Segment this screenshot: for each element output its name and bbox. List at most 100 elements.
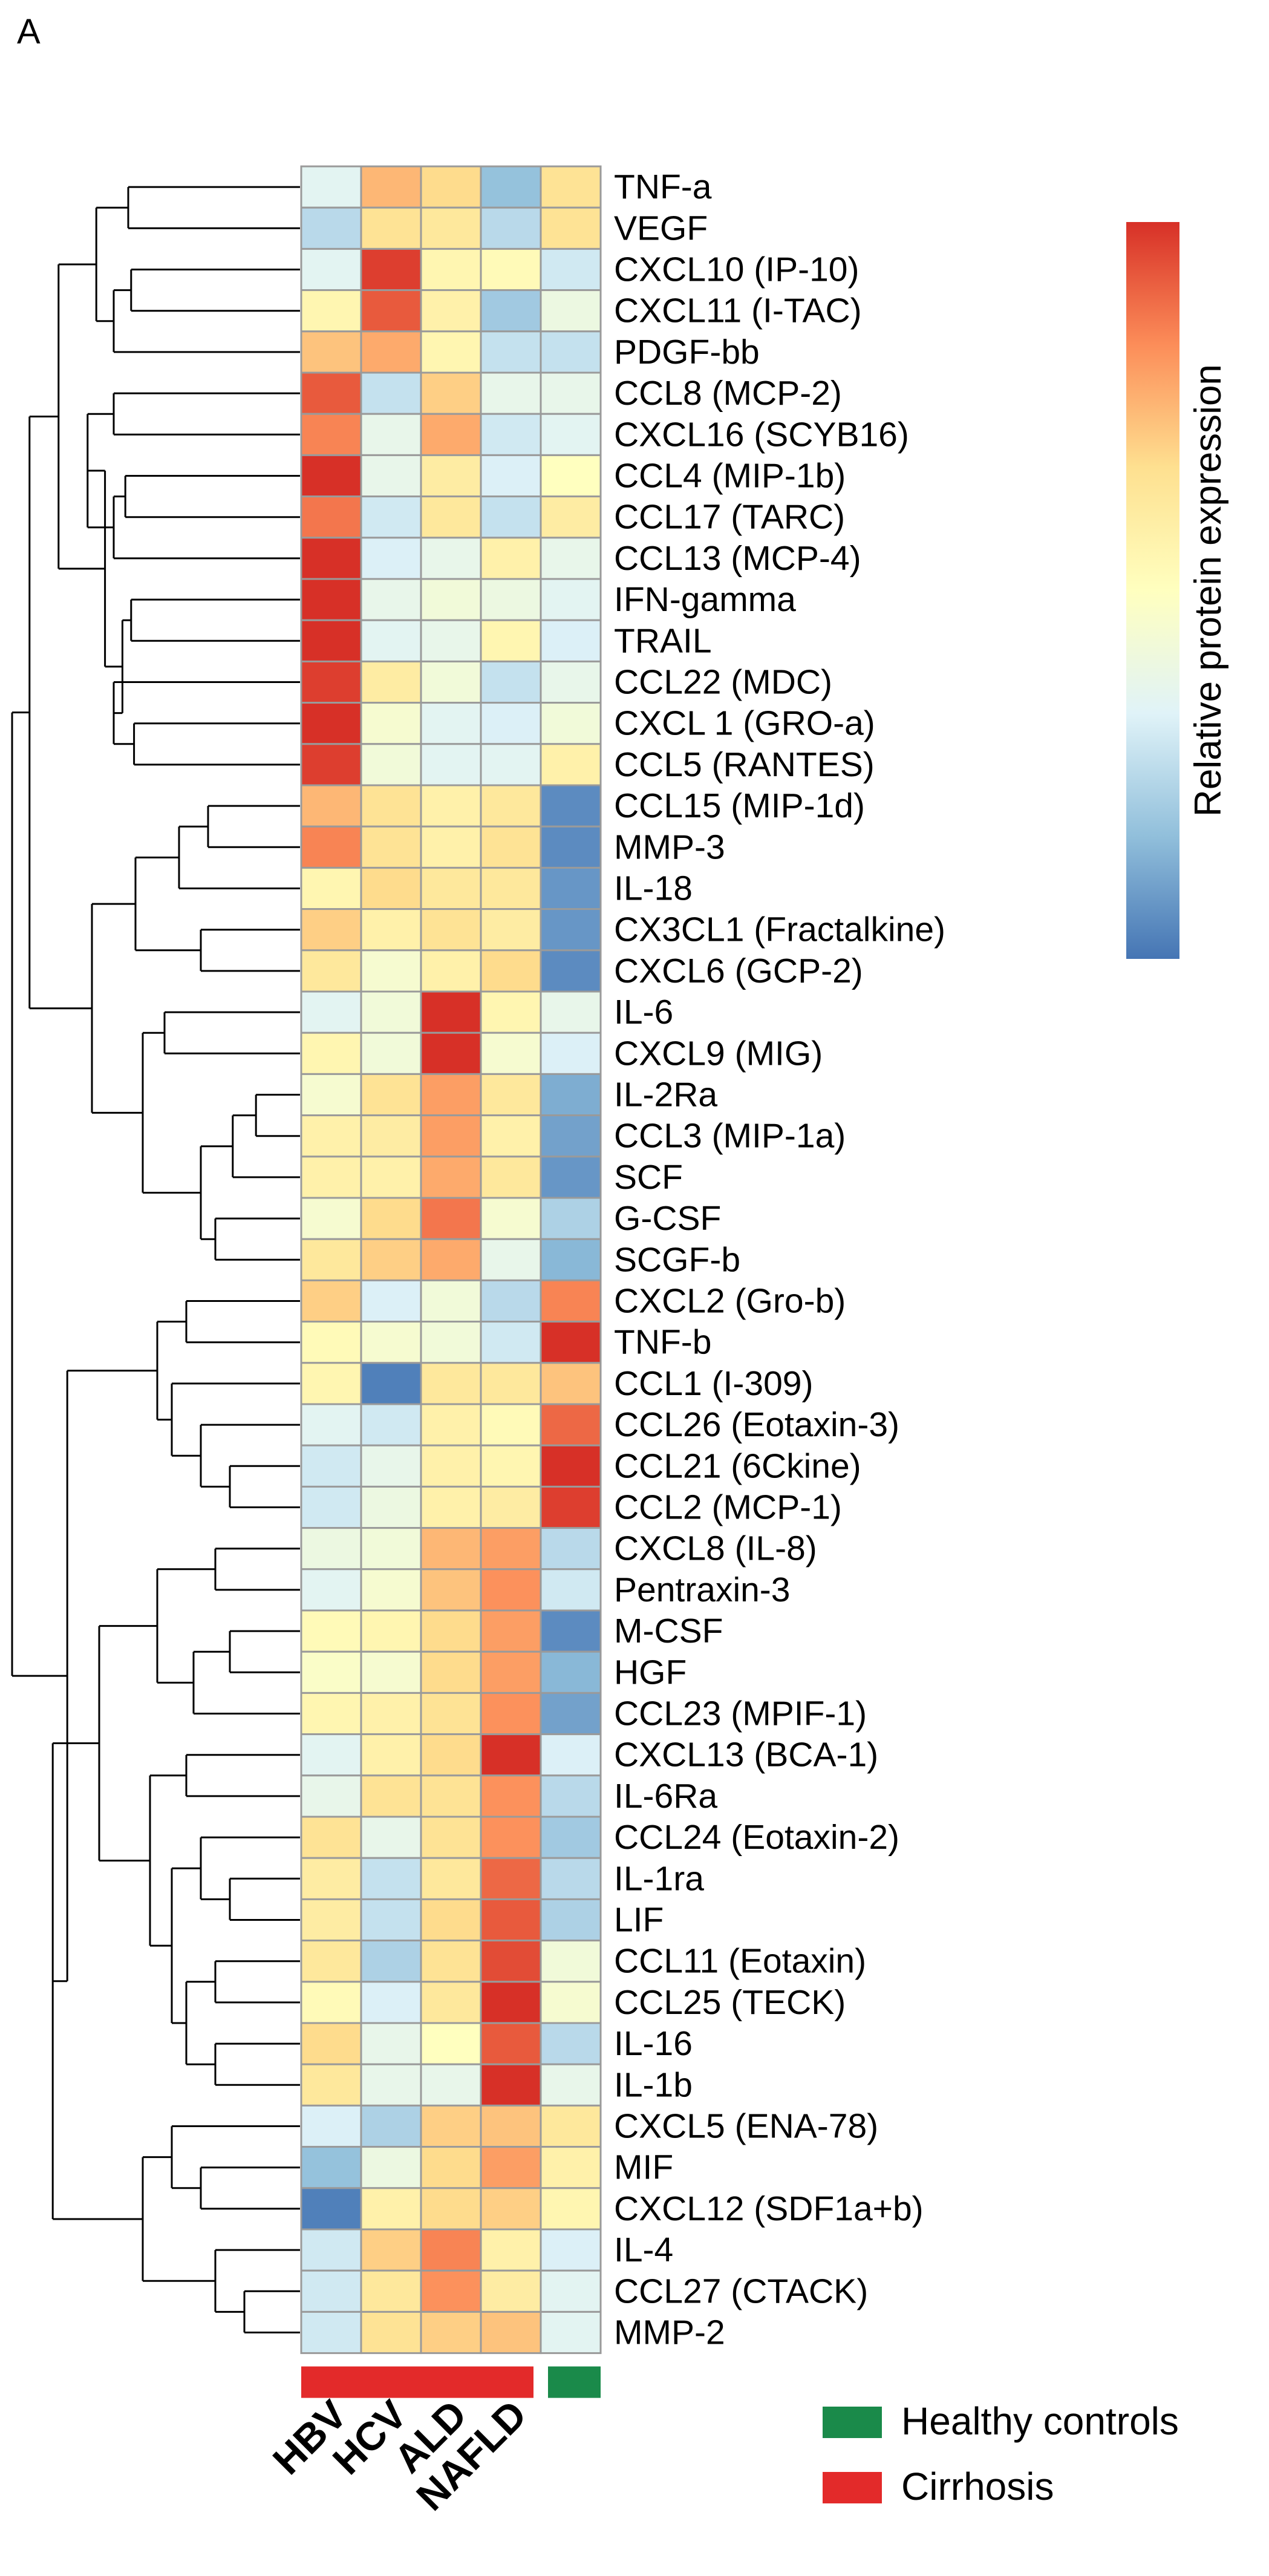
heatmap-cell bbox=[360, 1774, 422, 1818]
heatmap-cell bbox=[540, 1073, 602, 1117]
heatmap-cell bbox=[420, 1073, 482, 1117]
heatmap-cell bbox=[480, 1073, 542, 1117]
heatmap-cell bbox=[300, 537, 362, 580]
heatmap-cell bbox=[420, 371, 482, 415]
heatmap-cell bbox=[300, 1650, 362, 1694]
heatmap-cell bbox=[300, 371, 362, 415]
heatmap-cell bbox=[480, 743, 542, 786]
row-label: IL-6 bbox=[614, 993, 673, 1031]
row-label: CXCL2 (Gro-b) bbox=[614, 1282, 846, 1321]
heatmap-cell bbox=[480, 990, 542, 1034]
row-label: CCL11 (Eotaxin) bbox=[614, 1942, 866, 1981]
row-label: CCL2 (MCP-1) bbox=[614, 1488, 842, 1527]
heatmap-cell bbox=[360, 825, 422, 869]
heatmap-cell bbox=[420, 1816, 482, 1859]
heatmap-cell bbox=[360, 2310, 422, 2355]
row-label: LIF bbox=[614, 1901, 664, 1940]
heatmap-cell bbox=[300, 578, 362, 621]
heatmap-cell bbox=[360, 1031, 422, 1075]
heatmap-cell bbox=[300, 908, 362, 952]
heatmap-cell bbox=[540, 454, 602, 498]
heatmap-cell bbox=[300, 1156, 362, 1199]
heatmap-cell bbox=[360, 1444, 422, 1488]
heatmap-cell bbox=[300, 247, 362, 292]
row-label: TRAIL bbox=[614, 621, 712, 660]
row-label: CXCL16 (SCYB16) bbox=[614, 415, 909, 454]
row-label: HGF bbox=[614, 1653, 687, 1692]
heatmap-cell bbox=[540, 1279, 602, 1323]
heatmap-cell bbox=[480, 660, 542, 704]
heatmap-cell bbox=[300, 1568, 362, 1612]
heatmap-cell bbox=[420, 1940, 482, 1983]
heatmap-cell bbox=[360, 2187, 422, 2231]
heatmap-cell bbox=[360, 289, 422, 333]
heatmap-cell bbox=[360, 1114, 422, 1158]
heatmap-cell bbox=[420, 1114, 482, 1158]
heatmap-cell bbox=[480, 1692, 542, 1736]
heatmap-cell bbox=[540, 2310, 602, 2355]
heatmap-cell bbox=[360, 1650, 422, 1694]
panel-label: A bbox=[17, 12, 41, 51]
heatmap-cell bbox=[480, 1609, 542, 1653]
row-label: CCL13 (MCP-4) bbox=[614, 539, 861, 578]
row-label: Pentraxin-3 bbox=[614, 1571, 791, 1609]
heatmap-cell bbox=[540, 1568, 602, 1612]
heatmap-cell bbox=[360, 1362, 422, 1405]
heatmap-cell bbox=[360, 1692, 422, 1736]
heatmap-cell bbox=[540, 1857, 602, 1900]
heatmap-cell bbox=[420, 578, 482, 621]
row-label: CXCL13 (BCA-1) bbox=[614, 1736, 878, 1774]
heatmap-cell bbox=[540, 990, 602, 1034]
legend-label: Cirrhosis bbox=[901, 2465, 1054, 2508]
heatmap-cell bbox=[480, 1568, 542, 1612]
heatmap-cell bbox=[300, 206, 362, 250]
heatmap-cell bbox=[540, 660, 602, 704]
heatmap-cell bbox=[540, 784, 602, 828]
heatmap-cell bbox=[480, 495, 542, 539]
heatmap-cell bbox=[300, 743, 362, 786]
heatmap-cell bbox=[300, 1609, 362, 1653]
heatmap-cell bbox=[300, 1774, 362, 1818]
heatmap-cell bbox=[360, 371, 422, 415]
row-label: MMP-3 bbox=[614, 828, 725, 866]
group-bar-segment bbox=[301, 2366, 533, 2398]
row-label: IL-4 bbox=[614, 2231, 673, 2269]
heatmap-cell bbox=[300, 2228, 362, 2272]
row-label: IL-16 bbox=[614, 2024, 693, 2063]
heatmap-cell bbox=[480, 537, 542, 580]
heatmap-cell bbox=[360, 949, 422, 993]
heatmap-cell bbox=[360, 660, 422, 704]
heatmap-cell bbox=[420, 537, 482, 580]
heatmap-cell bbox=[480, 1733, 542, 1777]
heatmap-cell bbox=[360, 1733, 422, 1777]
heatmap-cell bbox=[300, 949, 362, 993]
row-label: CXCL12 (SDF1a+b) bbox=[614, 2189, 924, 2228]
heatmap-cell bbox=[300, 413, 362, 456]
heatmap-cell bbox=[480, 330, 542, 374]
heatmap-cell bbox=[420, 1156, 482, 1199]
heatmap-cell bbox=[480, 1527, 542, 1571]
heatmap-cell bbox=[360, 619, 422, 662]
heatmap-cell bbox=[540, 371, 602, 415]
heatmap-cell bbox=[300, 2146, 362, 2189]
heatmap-cell bbox=[480, 1898, 542, 1942]
heatmap-cell bbox=[480, 165, 542, 209]
heatmap-cell bbox=[420, 949, 482, 993]
heatmap-cell bbox=[420, 1568, 482, 1612]
heatmap-cell bbox=[360, 1279, 422, 1323]
heatmap-cell bbox=[300, 1940, 362, 1983]
heatmap-cell bbox=[480, 2022, 542, 2065]
heatmap-cell bbox=[300, 1857, 362, 1900]
heatmap-cell bbox=[540, 702, 602, 745]
heatmap-cell bbox=[420, 1733, 482, 1777]
row-label: SCGF-b bbox=[614, 1240, 740, 1279]
heatmap-cell bbox=[420, 825, 482, 869]
heatmap-cell bbox=[540, 537, 602, 580]
heatmap-cell bbox=[420, 1485, 482, 1529]
heatmap-cell bbox=[540, 1321, 602, 1364]
row-label: CXCL11 (I-TAC) bbox=[614, 292, 862, 330]
heatmap-cell bbox=[300, 866, 362, 910]
heatmap-cell bbox=[420, 2310, 482, 2355]
heatmap-cell bbox=[360, 330, 422, 374]
